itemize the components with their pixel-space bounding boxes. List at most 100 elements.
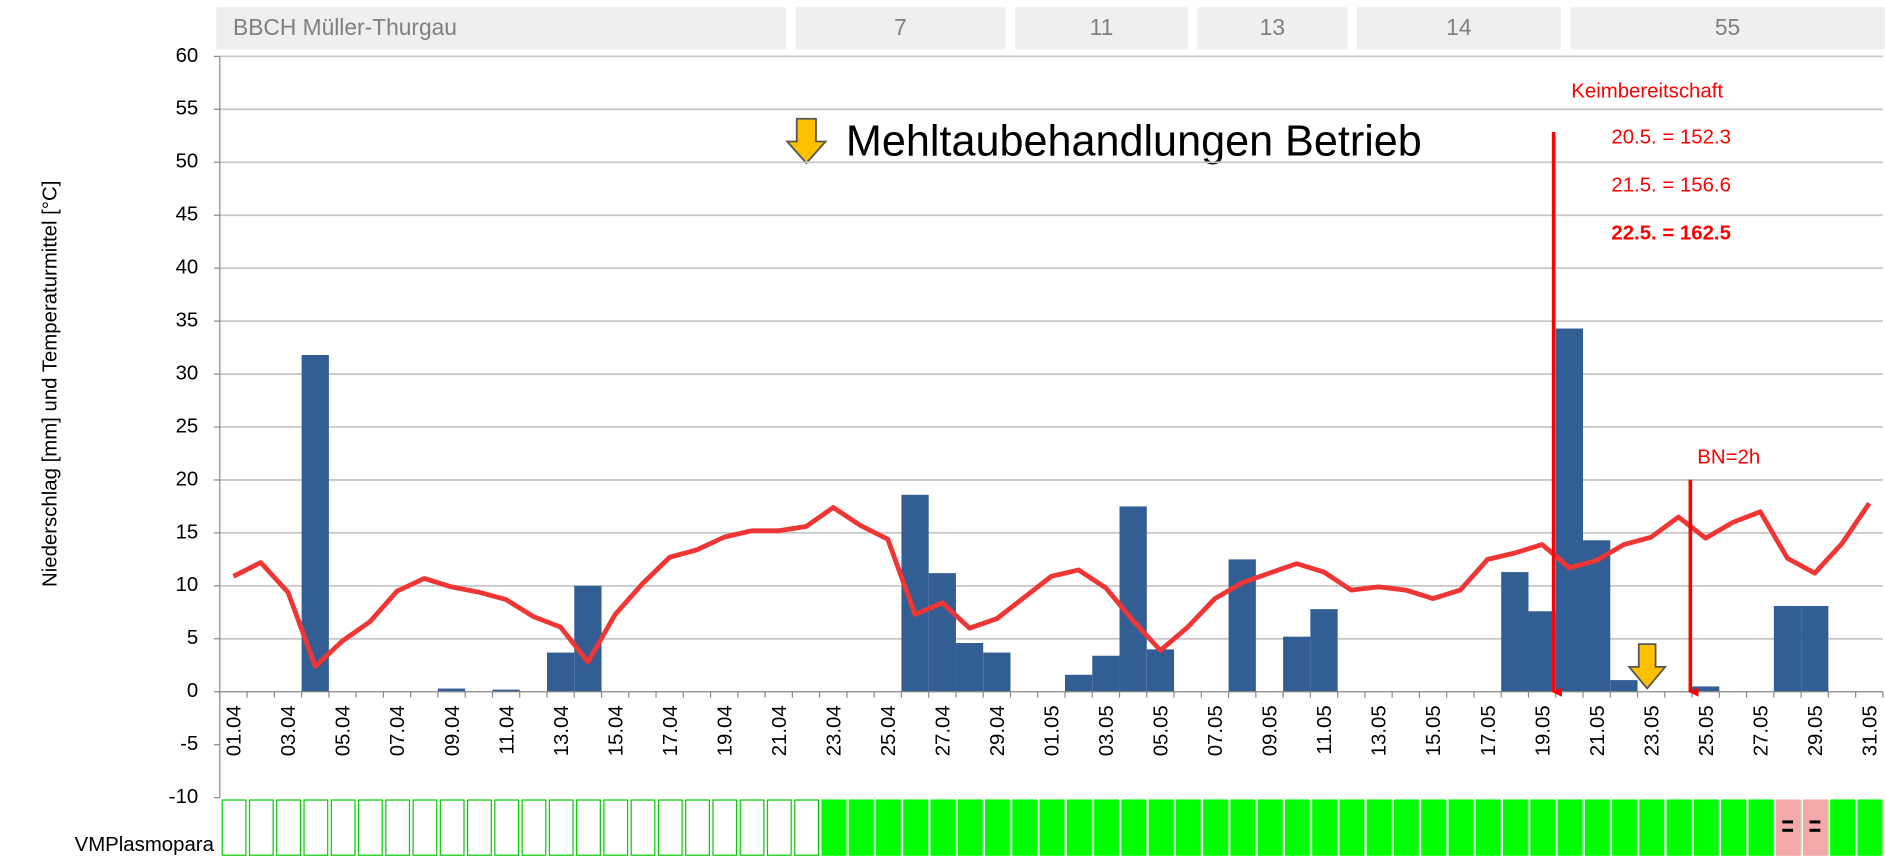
legend-text: Mehltaubehandlungen Betrieb xyxy=(846,117,1422,165)
vm-cell xyxy=(875,799,901,856)
x-tick-label: 25.04 xyxy=(878,705,900,756)
vm-cell xyxy=(1094,799,1119,856)
vm-cell xyxy=(1530,799,1556,856)
precip-bar xyxy=(1146,649,1175,692)
vm-cell xyxy=(1721,799,1746,856)
x-tick-label: 15.05 xyxy=(1423,705,1445,756)
x-tick-label: 19.05 xyxy=(1532,705,1554,756)
vm-cell xyxy=(439,799,465,856)
vm-cell xyxy=(303,799,329,856)
x-tick-label: 01.05 xyxy=(1042,705,1064,756)
vm-cell xyxy=(221,799,247,856)
x-tick-label: 25.05 xyxy=(1696,705,1718,756)
precip-bar xyxy=(1801,605,1829,692)
vm-cell xyxy=(630,799,656,856)
vm-cell xyxy=(1312,799,1338,856)
keim-title: Keimbereitschaft xyxy=(1571,81,1723,103)
vm-cell xyxy=(1693,799,1719,856)
x-tick-label: 09.05 xyxy=(1260,705,1282,756)
vm-cell xyxy=(1557,799,1583,856)
y-tick-label: 15 xyxy=(176,521,199,543)
vm-cell xyxy=(1475,799,1501,856)
x-tick-label: 11.04 xyxy=(496,705,518,754)
y-axis-label: Niederschlag [mm] und Temperaturmittel [… xyxy=(40,181,62,587)
vm-cell xyxy=(1802,799,1828,856)
vm-cell xyxy=(1039,799,1065,856)
vm-cell xyxy=(1393,799,1419,856)
vm-cell xyxy=(985,799,1010,856)
vm-cell xyxy=(1857,799,1883,856)
y-tick-label: 60 xyxy=(176,45,199,67)
precip-bar xyxy=(1501,572,1529,692)
precip-bar xyxy=(928,573,956,692)
vm-cell xyxy=(766,799,792,856)
vm-cell xyxy=(412,799,438,856)
bbch-cell xyxy=(1197,7,1348,50)
x-tick-label: 21.04 xyxy=(769,705,791,756)
vm-cell xyxy=(903,799,929,856)
temperature-line xyxy=(232,501,1872,669)
precip-bar xyxy=(492,689,520,692)
keim-line: 22.5. = 162.5 xyxy=(1611,222,1731,244)
vm-cell xyxy=(1148,799,1174,856)
x-tick-label: 11.05 xyxy=(1314,705,1336,754)
vm-cell xyxy=(1284,799,1310,856)
precip-bar xyxy=(1092,655,1120,692)
precip-bar xyxy=(955,643,984,692)
vm-cell xyxy=(657,799,683,856)
vm-cell xyxy=(1121,799,1147,856)
x-tick-label: 21.05 xyxy=(1587,705,1609,756)
x-tick-label: 15.04 xyxy=(605,705,627,756)
precip-bar xyxy=(1119,506,1147,692)
bbch-cell xyxy=(1570,7,1885,50)
y-tick-label: 55 xyxy=(176,98,199,120)
vm-cell xyxy=(1830,799,1856,856)
vm-cell xyxy=(1066,799,1092,856)
x-tick-label: 07.04 xyxy=(387,705,409,756)
vm-cell xyxy=(1448,799,1474,856)
vm-cell xyxy=(1775,799,1801,856)
vm-cell xyxy=(1175,799,1201,856)
vm-cell xyxy=(603,799,629,856)
vm-cell xyxy=(1257,799,1283,856)
vm-cell xyxy=(548,799,574,856)
vm-cell xyxy=(712,799,738,856)
vm-cell xyxy=(1666,799,1692,856)
x-tick-label: 03.04 xyxy=(278,705,300,756)
x-tick-label: 19.04 xyxy=(714,705,736,756)
bbch-cell xyxy=(1356,7,1561,50)
y-tick-label: -5 xyxy=(180,733,198,755)
x-tick-label: 07.05 xyxy=(1205,705,1227,756)
x-tick-label: 13.05 xyxy=(1369,705,1391,756)
precip-bar xyxy=(1528,611,1556,692)
vm-cell xyxy=(467,799,492,856)
y-tick-label: 20 xyxy=(176,468,199,490)
precip-bar xyxy=(1773,605,1802,692)
vm-cell xyxy=(957,799,983,856)
x-tick-label: 27.05 xyxy=(1750,705,1772,756)
vm-cell xyxy=(330,799,356,856)
treatment-arrow xyxy=(1627,643,1668,690)
vm-cell xyxy=(930,799,956,856)
bbch-stage: 13 xyxy=(1260,14,1285,40)
vm-cell xyxy=(1639,799,1665,856)
bn-text: BN=2h xyxy=(1697,447,1760,469)
bbch-stage: 7 xyxy=(894,14,907,40)
y-tick-label: 5 xyxy=(187,627,198,649)
precip-bar xyxy=(1283,636,1311,692)
x-tick-label: 27.04 xyxy=(933,705,955,756)
bbch-stage: 55 xyxy=(1715,14,1740,40)
y-tick-label: 25 xyxy=(176,415,199,437)
x-tick-label: 31.05 xyxy=(1859,705,1881,756)
precip-bar xyxy=(1555,328,1584,692)
x-tick-label: 05.04 xyxy=(333,705,355,756)
y-tick-label: 10 xyxy=(176,574,199,596)
vm-cell xyxy=(848,799,874,856)
vm-cell xyxy=(1230,799,1256,856)
vm-cell xyxy=(1339,799,1365,856)
vm-cell xyxy=(357,799,383,856)
vm-cell xyxy=(248,799,274,856)
vm-label: VMPlasmopara xyxy=(75,834,215,856)
vm-cell xyxy=(576,799,601,856)
